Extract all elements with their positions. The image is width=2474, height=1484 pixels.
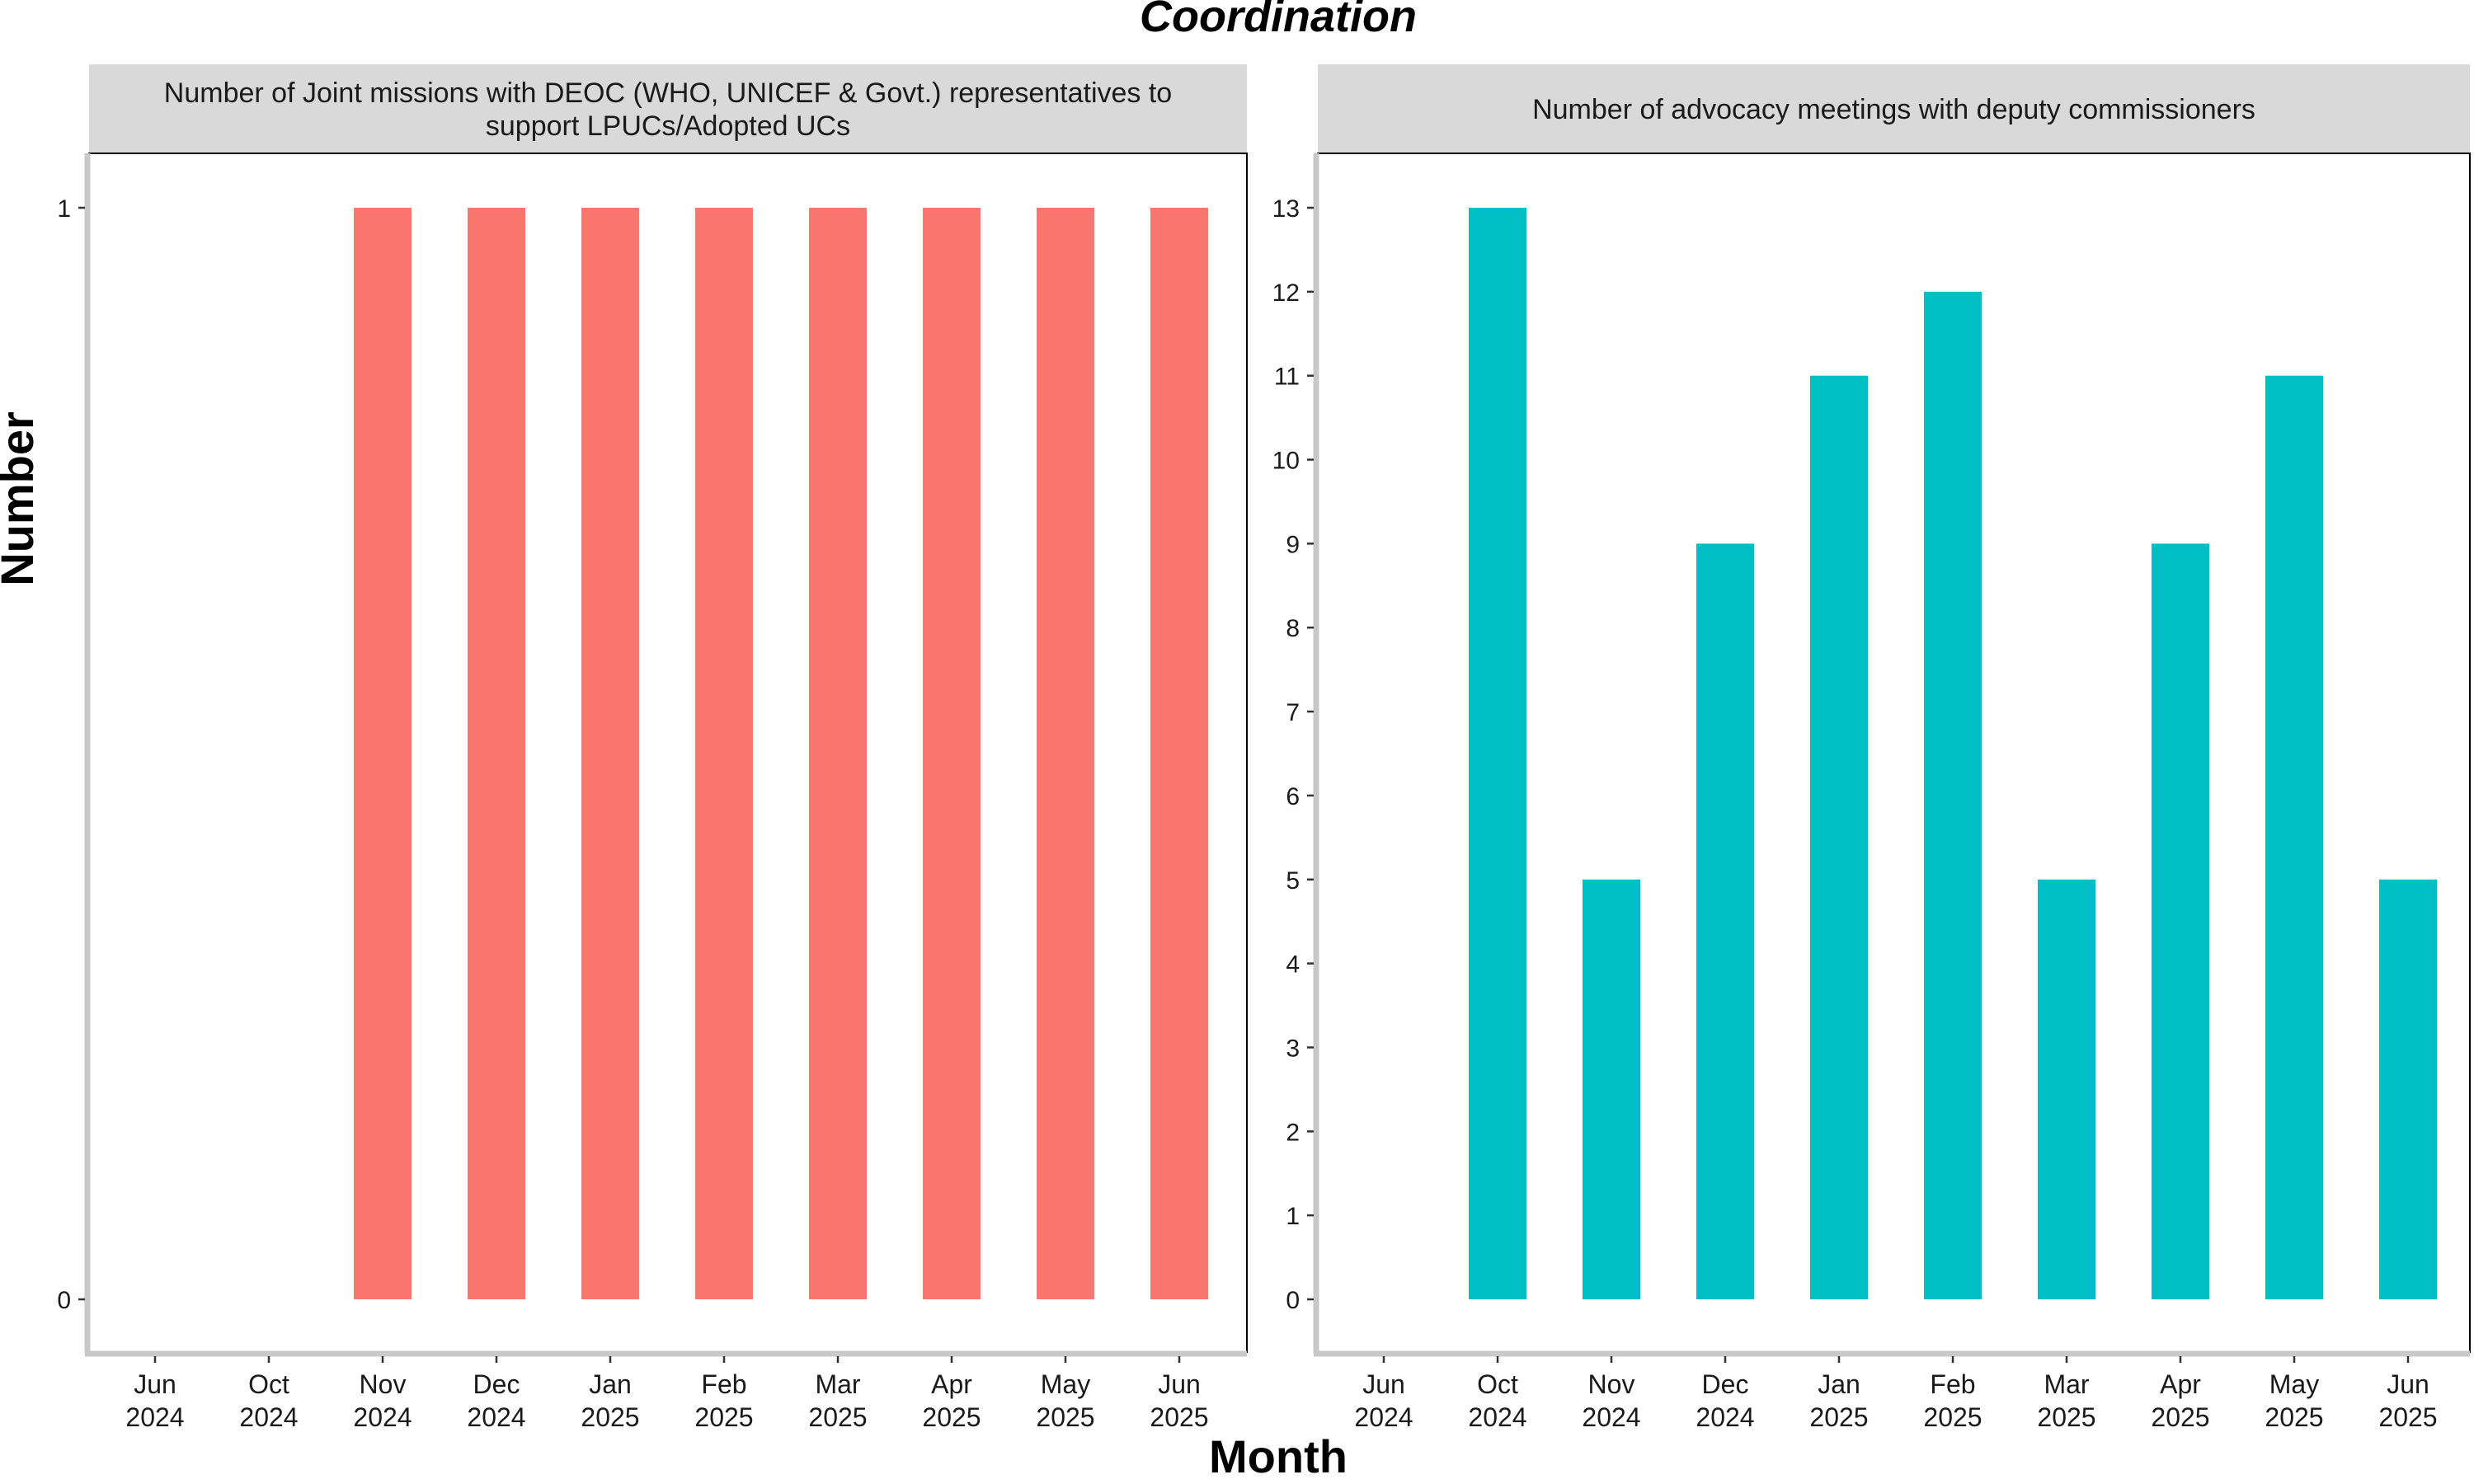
x-tick-label-year: 2024 [1354, 1402, 1413, 1432]
bar-jan-2025 [1810, 375, 1868, 1299]
y-tick-label: 0 [1286, 1287, 1300, 1314]
x-tick-label-month: Jun [134, 1369, 176, 1399]
x-tick-label-month: Feb [701, 1369, 746, 1399]
x-axis-title: Month [1209, 1430, 1348, 1482]
y-tick-label: 1 [57, 195, 71, 223]
x-tick-label-year: 2025 [2378, 1402, 2437, 1432]
y-tick-label: 10 [1272, 448, 1300, 475]
facet-title: Number of advocacy meetings with deputy … [1532, 94, 2255, 125]
x-tick-label-month: May [2269, 1369, 2319, 1399]
chart-title: Coordination [1140, 0, 1417, 41]
bar-apr-2025 [923, 208, 981, 1299]
x-tick-label-month: May [1041, 1369, 1090, 1399]
facet-strip [89, 64, 1247, 153]
x-tick-label-year: 2024 [1582, 1402, 1640, 1432]
x-tick-label-month: Oct [248, 1369, 289, 1399]
x-tick-label-month: Jan [1818, 1369, 1860, 1399]
facet-title: Number of Joint missions with DEOC (WHO,… [164, 77, 1172, 109]
y-axis-title: Number [0, 411, 43, 586]
bar-feb-2025 [695, 208, 753, 1299]
bar-apr-2025 [2152, 543, 2209, 1299]
bar-nov-2024 [1583, 879, 1640, 1299]
x-tick-label-month: Jan [589, 1369, 632, 1399]
x-tick-label-year: 2025 [808, 1402, 867, 1432]
x-tick-label-year: 2024 [353, 1402, 412, 1432]
y-tick-label: 8 [1286, 615, 1300, 642]
facet-strip [1318, 64, 2470, 153]
x-tick-label-month: Apr [2160, 1369, 2201, 1399]
bar-jan-2025 [581, 208, 639, 1299]
y-tick-label: 2 [1286, 1119, 1300, 1146]
x-tick-label-year: 2024 [1696, 1402, 1754, 1432]
bar-mar-2025 [2038, 879, 2095, 1299]
x-tick-label-year: 2025 [581, 1402, 639, 1432]
panel-advocacy-meetings: Number of advocacy meetings with deputy … [1272, 64, 2471, 1432]
x-tick-label-month: Dec [1702, 1369, 1749, 1399]
x-tick-label-month: Jun [2387, 1369, 2429, 1399]
y-tick-label: 6 [1286, 783, 1300, 810]
y-tick-label: 4 [1286, 951, 1300, 979]
bar-may-2025 [1037, 208, 1094, 1299]
x-tick-label-year: 2025 [694, 1402, 753, 1432]
x-tick-label-month: Jun [1158, 1369, 1201, 1399]
y-tick-label: 3 [1286, 1035, 1300, 1062]
y-tick-label: 5 [1286, 867, 1300, 895]
x-tick-label-year: 2025 [1809, 1402, 1868, 1432]
x-tick-label-year: 2024 [1468, 1402, 1526, 1432]
x-tick-label-year: 2024 [467, 1402, 525, 1432]
x-tick-label-year: 2024 [239, 1402, 298, 1432]
bar-dec-2024 [468, 208, 525, 1299]
x-tick-label-month: Feb [1930, 1369, 1975, 1399]
x-tick-label-year: 2025 [922, 1402, 981, 1432]
x-tick-label-year: 2024 [125, 1402, 184, 1432]
y-tick-label: 7 [1286, 699, 1300, 726]
x-tick-label-year: 2025 [2265, 1402, 2323, 1432]
x-tick-label-month: Oct [1477, 1369, 1518, 1399]
y-tick-label: 13 [1272, 195, 1300, 223]
bar-mar-2025 [809, 208, 867, 1299]
x-tick-label-year: 2025 [2151, 1402, 2209, 1432]
x-tick-label-month: Mar [815, 1369, 860, 1399]
x-tick-label-month: Apr [931, 1369, 972, 1399]
y-tick-label: 0 [57, 1287, 71, 1314]
x-tick-label-year: 2025 [2037, 1402, 2095, 1432]
y-tick-label: 11 [1274, 364, 1300, 391]
x-tick-label-year: 2025 [1036, 1402, 1094, 1432]
y-tick-label: 9 [1286, 531, 1300, 558]
x-tick-label-month: Nov [1588, 1369, 1635, 1399]
facet-title: support LPUCs/Adopted UCs [486, 110, 850, 142]
bar-dec-2024 [1696, 543, 1754, 1299]
panel-joint-missions: Number of Joint missions with DEOC (WHO,… [57, 64, 1248, 1432]
y-tick-label: 1 [1286, 1203, 1300, 1230]
x-tick-label-month: Nov [360, 1369, 407, 1399]
bar-may-2025 [2265, 375, 2323, 1299]
bar-jun-2025 [2379, 879, 2437, 1299]
bar-nov-2024 [354, 208, 412, 1299]
x-tick-label-month: Mar [2044, 1369, 2089, 1399]
x-tick-label-year: 2025 [1923, 1402, 1982, 1432]
bar-jun-2025 [1150, 208, 1208, 1299]
y-tick-label: 12 [1272, 279, 1300, 307]
bar-oct-2024 [1469, 208, 1526, 1299]
x-tick-label-month: Jun [1362, 1369, 1405, 1399]
x-tick-label-year: 2025 [1150, 1402, 1208, 1432]
x-tick-label-month: Dec [473, 1369, 520, 1399]
bar-feb-2025 [1924, 291, 1982, 1299]
